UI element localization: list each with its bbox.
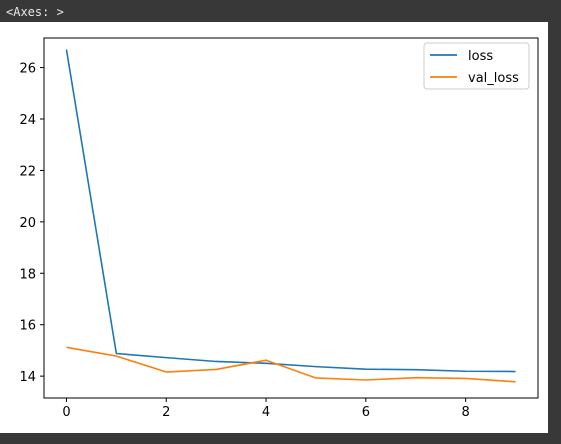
x-tick-label: 8 [462,405,470,420]
x-tick-label: 0 [62,405,70,420]
y-tick-label: 24 [19,113,36,128]
series-line-2 [66,346,516,383]
y-tick-label: 18 [19,267,36,282]
x-axis: 0 2 4 6 8 [62,398,470,420]
legend-label: loss [468,49,493,64]
y-tick-label: 14 [19,370,36,385]
axes-frame [43,37,539,399]
y-tick-label: 26 [19,62,36,77]
x-tick-label: 4 [262,405,270,420]
axes-repr-text: <Axes: > [6,5,64,19]
series-lines [65,49,516,383]
x-tick-label: 6 [362,405,370,420]
y-axis: 14 16 18 20 22 24 26 [19,62,44,385]
plot-area [43,37,539,399]
legend: loss val_loss [423,42,530,90]
y-tick-label: 20 [19,216,36,231]
legend-label: val_loss [468,71,519,86]
y-tick-label: 22 [19,164,36,179]
x-tick-label: 2 [162,405,170,420]
series-line-1 [65,49,516,373]
y-tick-label: 16 [19,319,36,334]
